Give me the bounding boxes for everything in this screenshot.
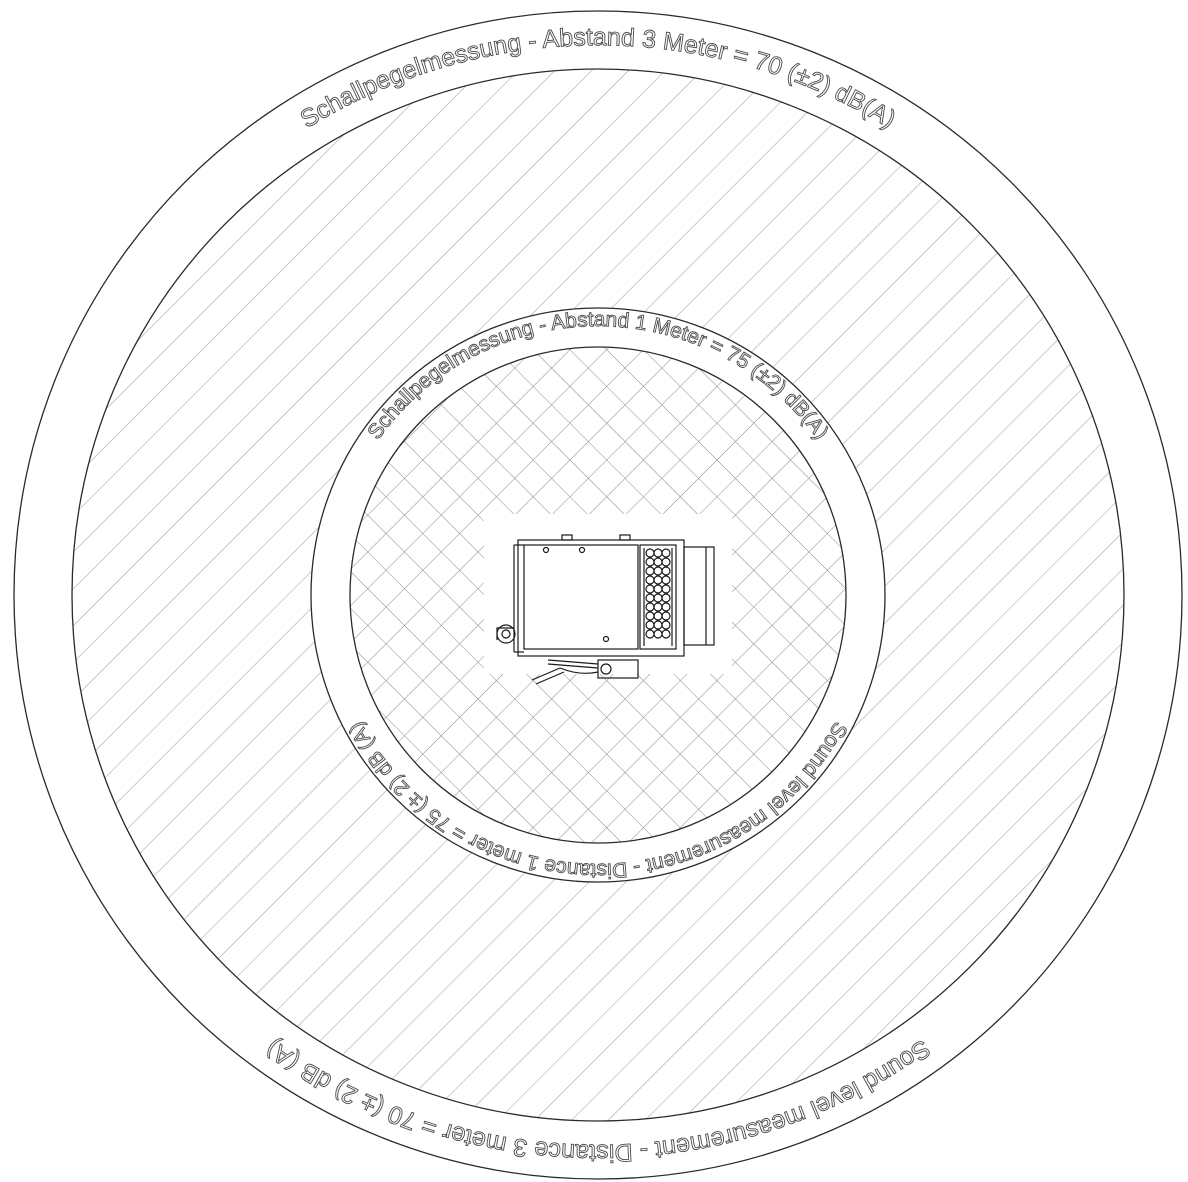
outer-ring-edge <box>13 10 1183 1180</box>
inner-ring-inner-edge <box>349 346 847 844</box>
outer-ring-inner-edge <box>71 68 1125 1122</box>
machine-top-view-icon <box>496 534 715 685</box>
inner-ring-edge <box>310 307 886 883</box>
